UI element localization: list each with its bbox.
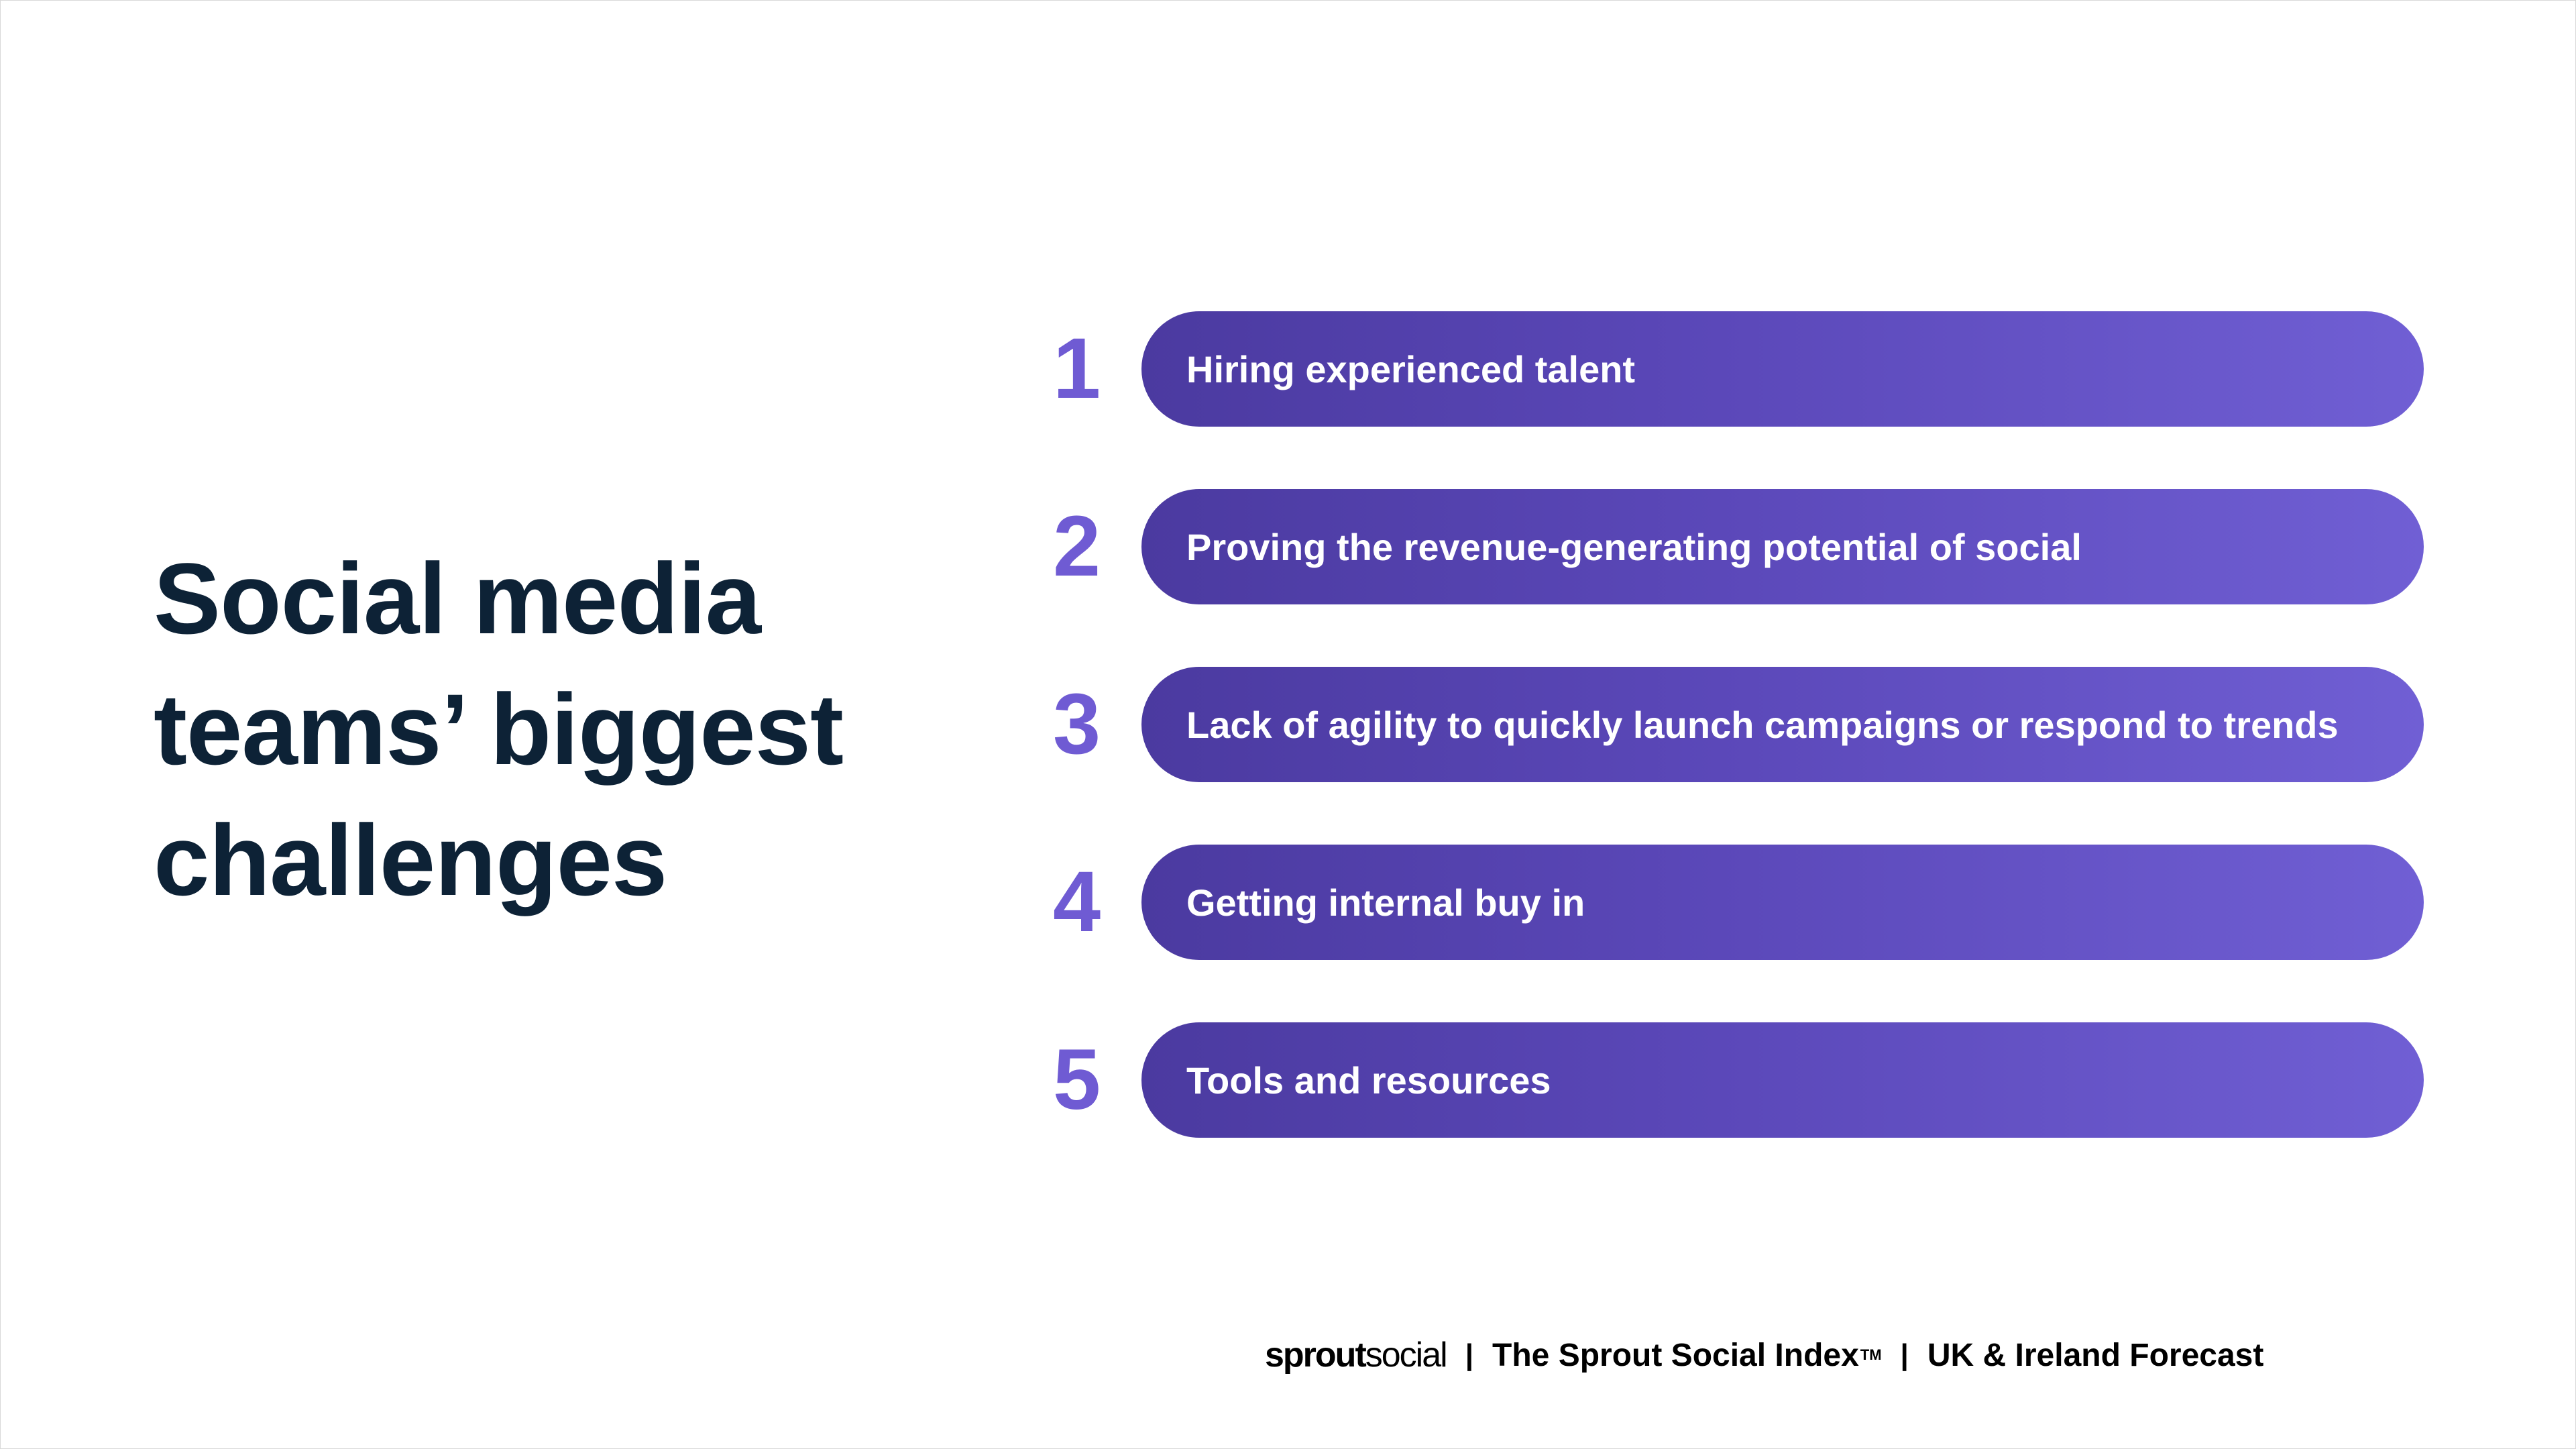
- challenge-number: 5: [1053, 1032, 1101, 1128]
- challenge-item-2: 2 Proving the revenue-generating potenti…: [1053, 489, 2424, 604]
- sproutsocial-logo: sproutsocial: [1265, 1335, 1448, 1375]
- challenge-label: Tools and resources: [1186, 1059, 1551, 1102]
- challenge-pill: Lack of agility to quickly launch campai…: [1141, 667, 2424, 782]
- challenge-number: 3: [1053, 676, 1101, 772]
- challenge-list: 1 Hiring experienced talent 2 Proving th…: [1053, 311, 2424, 1200]
- footer: sproutsocial | The Sprout Social Index TM…: [1265, 1332, 2263, 1379]
- logo-word-sprout: sprout: [1265, 1336, 1367, 1375]
- challenge-item-3: 3 Lack of agility to quickly launch camp…: [1053, 667, 2424, 782]
- challenge-number: 1: [1053, 321, 1101, 417]
- index-name: The Sprout Social Index: [1492, 1337, 1859, 1373]
- challenge-item-1: 1 Hiring experienced talent: [1053, 311, 2424, 427]
- challenge-label: Hiring experienced talent: [1186, 347, 1636, 390]
- challenge-item-4: 4 Getting internal buy in: [1053, 845, 2424, 960]
- challenge-pill: Getting internal buy in: [1141, 845, 2424, 960]
- logo-word-social: social: [1365, 1336, 1448, 1375]
- slide-title: Social media teams’ biggest challenges: [154, 542, 844, 916]
- challenge-number: 4: [1053, 854, 1101, 950]
- challenge-pill: Tools and resources: [1141, 1022, 2424, 1138]
- challenge-label: Proving the revenue-generating potential…: [1186, 525, 2082, 568]
- footer-separator: |: [1465, 1338, 1474, 1371]
- challenge-label: Lack of agility to quickly launch campai…: [1186, 703, 2339, 746]
- challenge-item-5: 5 Tools and resources: [1053, 1022, 2424, 1138]
- footer-separator: |: [1900, 1338, 1909, 1371]
- challenge-label: Getting internal buy in: [1186, 881, 1585, 924]
- challenge-pill: Hiring experienced talent: [1141, 311, 2424, 427]
- trademark-mark: TM: [1860, 1346, 1882, 1363]
- report-name: UK & Ireland Forecast: [1927, 1337, 2264, 1373]
- challenge-pill: Proving the revenue-generating potential…: [1141, 489, 2424, 604]
- challenge-number: 2: [1053, 498, 1101, 594]
